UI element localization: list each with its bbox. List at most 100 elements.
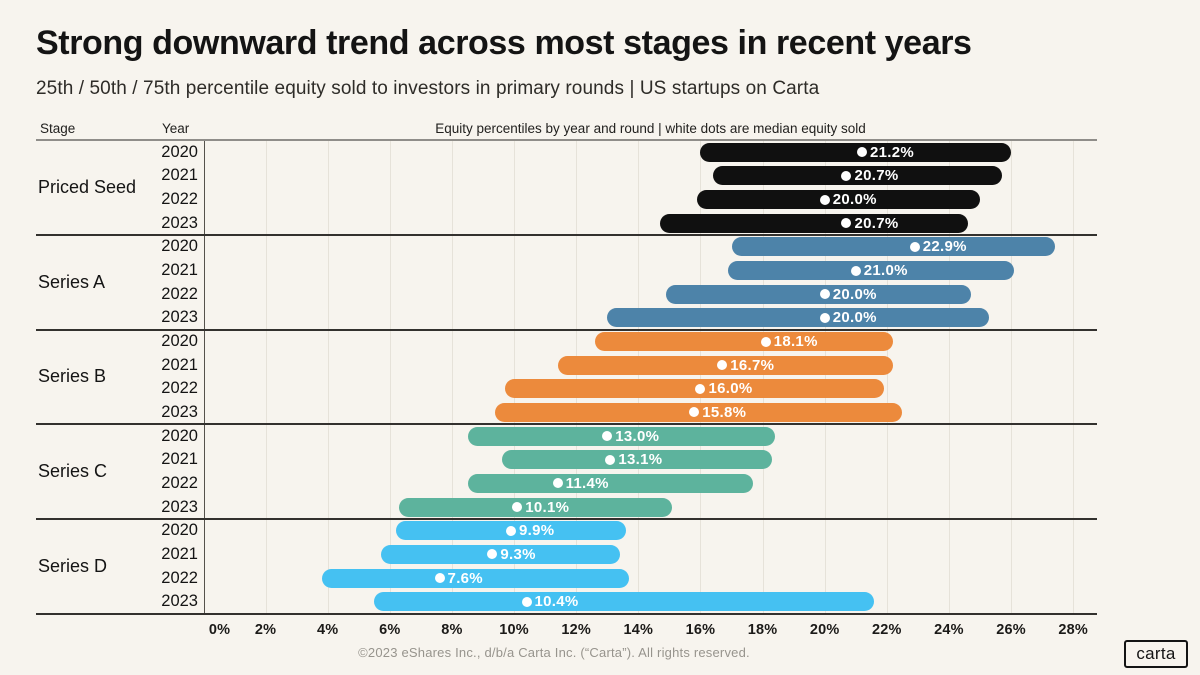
gridline xyxy=(762,140,764,614)
gridline xyxy=(327,140,329,614)
range-bar xyxy=(594,332,894,352)
plot-left-border xyxy=(203,140,205,614)
median-label: 10.4% xyxy=(534,593,579,611)
section-divider xyxy=(36,517,1097,520)
x-tick-label: 12% xyxy=(561,622,592,638)
median-dot xyxy=(909,241,920,252)
median-dot xyxy=(434,573,445,584)
gridline xyxy=(948,140,950,614)
year-label: 2023 xyxy=(161,402,198,421)
median-dot xyxy=(717,360,728,371)
median-dot xyxy=(512,502,523,513)
year-label: 2022 xyxy=(161,568,198,587)
range-bar xyxy=(607,308,990,328)
range-bar xyxy=(467,473,754,493)
median-dot xyxy=(505,525,516,536)
gridline xyxy=(265,140,267,614)
year-label: 2022 xyxy=(161,473,198,492)
stage-label: Series A xyxy=(38,271,106,292)
median-dot xyxy=(841,170,852,181)
median-dot xyxy=(552,478,563,489)
range-bar xyxy=(700,142,1012,162)
x-tick-label: 6% xyxy=(379,622,401,638)
gridline xyxy=(886,140,888,614)
x-tick-label: 8% xyxy=(441,622,463,638)
year-label: 2022 xyxy=(161,190,198,209)
median-label: 9.9% xyxy=(518,522,555,540)
range-bar xyxy=(501,450,772,470)
section-divider xyxy=(36,328,1097,331)
range-bar xyxy=(399,497,673,517)
range-bar xyxy=(467,426,775,446)
x-tick-label: 28% xyxy=(1058,622,1088,638)
median-dot xyxy=(841,218,852,229)
median-label: 20.0% xyxy=(832,191,877,209)
section-divider xyxy=(36,234,1097,237)
carta-logo-text: carta xyxy=(1136,644,1176,663)
year-label: 2021 xyxy=(161,166,198,185)
x-tick-label: 0% xyxy=(208,622,231,638)
median-label: 9.3% xyxy=(500,545,536,563)
year-label: 2021 xyxy=(161,261,198,280)
range-bar xyxy=(697,190,980,210)
x-tick-label: 20% xyxy=(809,622,840,638)
median-dot xyxy=(602,431,613,442)
gridline xyxy=(451,140,453,614)
range-bar xyxy=(660,213,968,233)
median-label: 11.4% xyxy=(565,474,609,492)
median-label: 21.0% xyxy=(863,262,908,280)
year-label: 2020 xyxy=(161,332,198,350)
gridline xyxy=(638,140,640,614)
column-header-year: Year xyxy=(162,121,190,136)
median-label: 10.1% xyxy=(525,498,570,516)
gridline xyxy=(389,140,391,614)
median-label: 20.0% xyxy=(832,285,877,303)
x-tick-label: 16% xyxy=(685,622,716,638)
carta-logo: carta xyxy=(1124,640,1188,668)
chart-header: Equity percentiles by year and round | w… xyxy=(435,121,866,136)
range-bar xyxy=(666,284,971,304)
median-label: 21.2% xyxy=(869,143,915,161)
median-dot xyxy=(521,596,532,607)
gridline xyxy=(514,140,516,614)
year-label: 2020 xyxy=(161,237,198,256)
median-label: 15.8% xyxy=(702,403,747,421)
year-label: 2020 xyxy=(161,142,198,161)
x-tick-label: 4% xyxy=(317,622,339,638)
median-dot xyxy=(819,289,830,300)
copyright-footer: ©2023 eShares Inc., d/b/a Carta Inc. (“C… xyxy=(358,645,750,660)
median-dot xyxy=(760,336,771,347)
x-tick-label: 24% xyxy=(934,622,964,638)
gridline xyxy=(824,140,826,614)
stage-label: Series B xyxy=(38,366,107,387)
x-tick-label: 22% xyxy=(872,622,902,638)
range-bar xyxy=(374,592,875,612)
x-tick-label: 10% xyxy=(499,622,529,638)
median-dot xyxy=(695,383,706,394)
column-header-stage: Stage xyxy=(40,121,76,136)
x-tick-label: 26% xyxy=(996,622,1026,638)
year-label: 2022 xyxy=(161,284,198,303)
x-tick-label: 18% xyxy=(747,622,778,638)
median-dot xyxy=(605,454,616,465)
year-label: 2023 xyxy=(161,308,198,327)
page-subtitle: 25th / 50th / 75th percentile equity sol… xyxy=(36,78,820,99)
year-label: 2023 xyxy=(161,592,198,611)
median-label: 16.0% xyxy=(708,380,753,398)
section-divider xyxy=(36,612,1097,615)
year-label: 2020 xyxy=(161,426,198,445)
stage-label: Series D xyxy=(38,555,108,576)
median-dot xyxy=(689,407,700,418)
median-dot xyxy=(819,312,830,323)
section-divider xyxy=(36,423,1097,426)
gridline xyxy=(1011,140,1013,614)
range-bar xyxy=(321,568,629,588)
median-label: 7.6% xyxy=(447,569,483,587)
page-title: Strong downward trend across most stages… xyxy=(36,24,972,62)
median-dot xyxy=(856,147,867,158)
year-label: 2021 xyxy=(161,544,198,563)
median-label: 13.0% xyxy=(615,427,660,445)
header-rule xyxy=(36,139,1097,141)
